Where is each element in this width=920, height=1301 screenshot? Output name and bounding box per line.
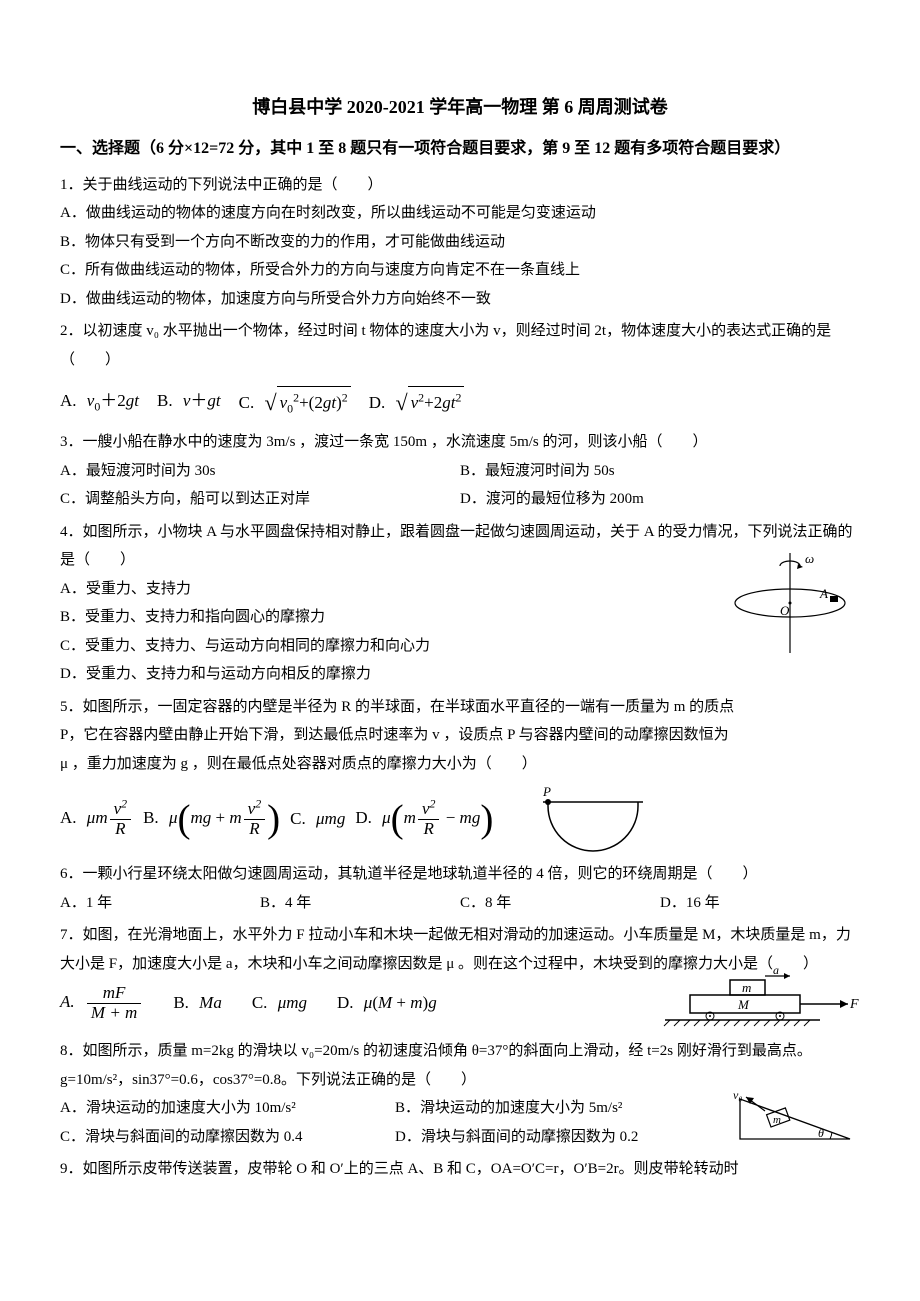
q3-opt-d: D．渡河的最短位移为 200m [460,485,860,514]
q3-opt-a: A．最短渡河时间为 30s [60,457,460,486]
question-5: 5．如图所示，一固定容器的内壁是半径为 R 的半球面，在半球面水平直径的一端有一… [60,693,860,855]
q6-opt-b: B．4 年 [260,889,460,918]
q1-text: 1．关于曲线运动的下列说法中正确的是（ ） [60,171,860,200]
q5-text1: 5．如图所示，一固定容器的内壁是半径为 R 的半球面，在半球面水平直径的一端有一… [60,693,860,722]
q6-text: 6．一颗小行星环绕太阳做匀速圆周运动，其轨道半径是地球轨道半径的 4 倍，则它的… [60,860,860,889]
label-A: A [819,586,828,601]
q2-text: 2．以初速度 v₀ 水平抛出一个物体，经过时间 t 物体的速度大小为 v，则经过… [60,317,860,374]
q5-opt-b: B. μ(mg + mv2R) [143,800,280,838]
q2-opt-a: A. v0＋2gt [60,385,139,417]
label-m-incline: m [773,1114,781,1126]
q2-opt-b: B. v＋gt [157,385,221,417]
q8-opt-b: B．滑块运动的加速度大小为 5m/s² [395,1094,730,1123]
q7-options: A. mFM + m B. Ma C. μmg D. μ(M + m)g [60,984,660,1022]
q7-opt-a: A. mFM + m [60,984,143,1022]
q1-opt-c: C．所有做曲线运动的物体，所受合外力的方向与速度方向肯定不在一条直线上 [60,256,860,285]
question-8: 8．如图所示，质量 m=2kg 的滑块以 v₀=20m/s 的初速度沿倾角 θ=… [60,1037,860,1151]
q2-options: A. v0＋2gt B. v＋gt C. v02+(2gt)2 D. v2+2g… [60,380,860,422]
q6-opt-a: A．1 年 [60,889,260,918]
label-v0: v₀ [733,1089,743,1102]
question-7: 7．如图，在光滑地面上，水平外力 F 拉动小车和木块一起做无相对滑动的加速运动。… [60,921,860,1033]
label-m: m [742,980,751,995]
figure-bowl: P [533,784,653,854]
q8-opt-d: D．滑块与斜面间的动摩擦因数为 0.2 [395,1123,730,1152]
label-theta: θ [818,1126,824,1140]
question-9: 9．如图所示皮带传送装置，皮带轮 O 和 O′上的三点 A、B 和 C，OA=O… [60,1155,860,1184]
label-M: M [737,997,750,1012]
q8-opt-a: A．滑块运动的加速度大小为 10m/s² [60,1094,395,1123]
q3-opt-b: B．最短渡河时间为 50s [460,457,860,486]
q1-opt-a: A．做曲线运动的物体的速度方向在时刻改变，所以曲线运动不可能是匀变速运动 [60,199,860,228]
q1-opt-b: B．物体只有受到一个方向不断改变的力的作用，才可能做曲线运动 [60,228,860,257]
question-1: 1．关于曲线运动的下列说法中正确的是（ ） A．做曲线运动的物体的速度方向在时刻… [60,171,860,314]
q3-opt-c: C．调整船头方向，船可以到达正对岸 [60,485,460,514]
q5-opt-c: C. μmg [290,803,345,835]
q7-opt-c: C. μmg [252,987,307,1019]
q4-opt-d: D．受重力、支持力和与运动方向相反的摩擦力 [60,660,860,689]
q7-opt-b: B. Ma [173,987,222,1019]
q2-opt-d: D. v2+2gt2 [369,380,465,422]
label-P: P [542,784,551,799]
question-2: 2．以初速度 v₀ 水平抛出一个物体，经过时间 t 物体的速度大小为 v，则经过… [60,317,860,422]
question-3: 3．一艘小船在静水中的速度为 3m/s ，渡过一条宽 150m ，水流速度 5m… [60,428,860,514]
q5-opt-a: A. μmv2R [60,800,133,838]
q7-opt-d: D. μ(M + m)g [337,987,437,1019]
figure-disk: ω O A [720,548,860,658]
q7-text: 7．如图，在光滑地面上，水平外力 F 拉动小车和木块一起做无相对滑动的加速运动。… [60,921,860,978]
q5-text3: μ ，重力加速度为 g ，则在最低点处容器对质点的摩擦力大小为（ ） [60,750,860,779]
page-title: 博白县中学 2020-2021 学年高一物理 第 6 周周测试卷 [60,90,860,124]
section-header: 一、选择题（6 分×12=72 分，其中 1 至 8 题只有一项符合题目要求，第… [60,134,860,164]
label-F: F [849,997,859,1012]
question-4: 4．如图所示，小物块 A 与水平圆盘保持相对静止，跟着圆盘一起做匀速圆周运动，关… [60,518,860,689]
label-omega: ω [805,551,814,566]
q2-opt-c: C. v02+(2gt)2 [239,380,351,422]
q5-options: A. μmv2R B. μ(mg + mv2R) C. μmg D. μ(mv2… [60,784,860,854]
q3-text: 3．一艘小船在静水中的速度为 3m/s ，渡过一条宽 150m ，水流速度 5m… [60,428,860,457]
q5-opt-d: D. μ(mv2R − mg) [355,800,493,838]
q8-opt-c: C．滑块与斜面间的动摩擦因数为 0.4 [60,1123,395,1152]
label-O: O [780,603,790,618]
q6-opt-c: C．8 年 [460,889,660,918]
q9-text: 9．如图所示皮带传送装置，皮带轮 O 和 O′上的三点 A、B 和 C，OA=O… [60,1155,860,1184]
q6-opt-d: D．16 年 [660,889,860,918]
q5-text2: P，它在容器内壁由静止开始下滑，到达最低点时速率为 v ，设质点 P 与容器内壁… [60,721,860,750]
question-6: 6．一颗小行星环绕太阳做匀速圆周运动，其轨道半径是地球轨道半径的 4 倍，则它的… [60,860,860,917]
figure-incline: m v₀ θ [730,1089,860,1149]
q8-text: 8．如图所示，质量 m=2kg 的滑块以 v₀=20m/s 的初速度沿倾角 θ=… [60,1037,860,1094]
q1-opt-d: D．做曲线运动的物体，加速度方向与所受合外力方向始终不一致 [60,285,860,314]
